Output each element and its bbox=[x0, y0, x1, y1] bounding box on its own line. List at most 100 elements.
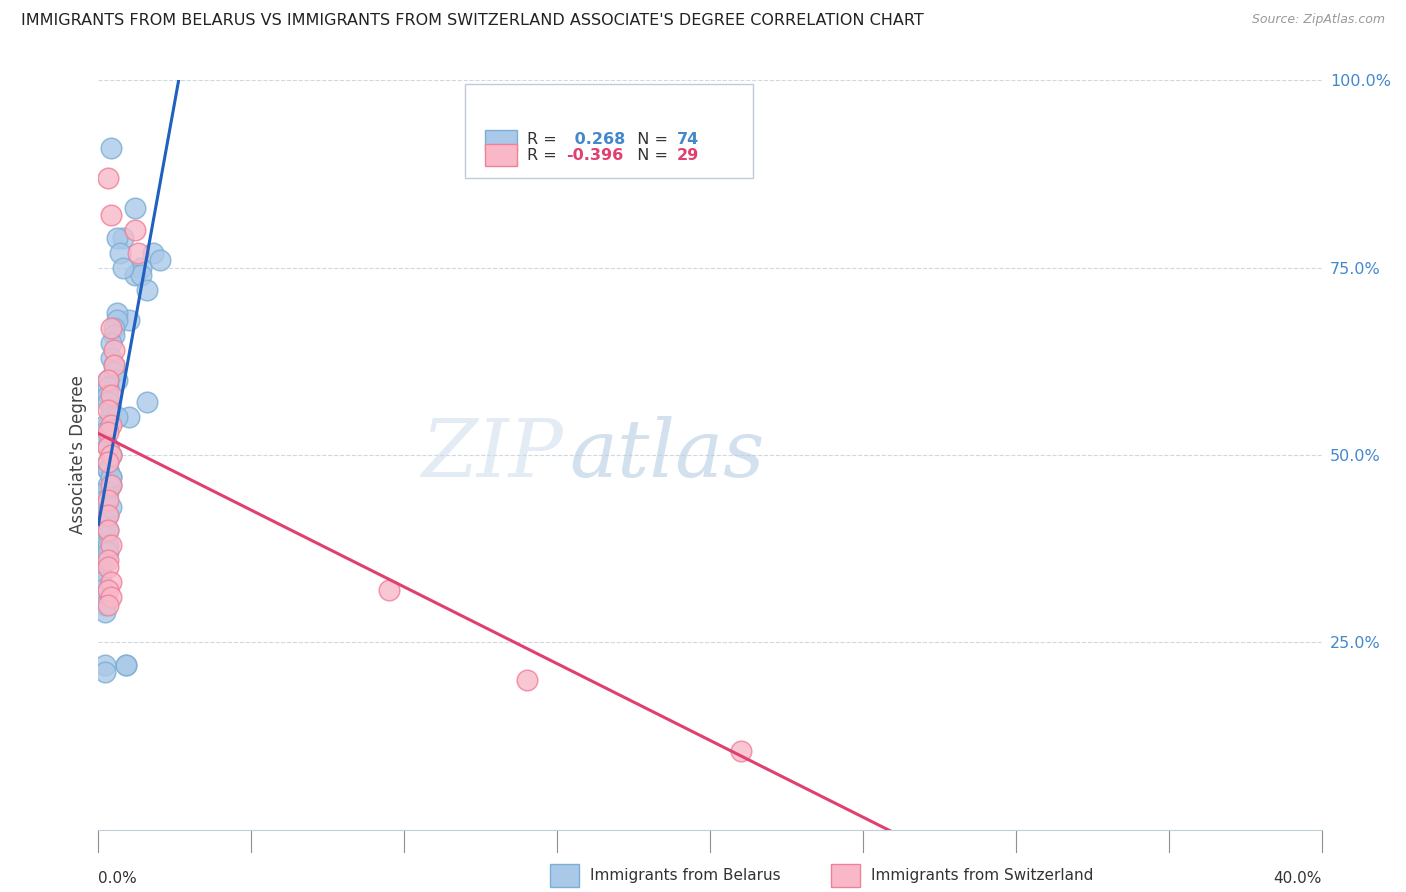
FancyBboxPatch shape bbox=[831, 864, 860, 887]
Point bbox=[100, 470, 122, 484]
Point bbox=[100, 448, 122, 462]
FancyBboxPatch shape bbox=[465, 84, 752, 178]
FancyBboxPatch shape bbox=[550, 864, 579, 887]
Point bbox=[93, 516, 115, 530]
Point bbox=[97, 441, 120, 455]
Text: IMMIGRANTS FROM BELARUS VS IMMIGRANTS FROM SWITZERLAND ASSOCIATE'S DEGREE CORREL: IMMIGRANTS FROM BELARUS VS IMMIGRANTS FR… bbox=[21, 13, 924, 29]
Text: 0.268: 0.268 bbox=[569, 132, 626, 147]
Point bbox=[100, 403, 122, 417]
Point bbox=[100, 500, 122, 515]
Point bbox=[97, 170, 120, 185]
Text: 74: 74 bbox=[678, 132, 699, 147]
Point bbox=[103, 358, 125, 372]
Point bbox=[93, 545, 115, 559]
Point bbox=[93, 657, 115, 672]
Point bbox=[111, 260, 134, 275]
Point bbox=[100, 591, 122, 605]
Text: 29: 29 bbox=[678, 147, 699, 162]
Point bbox=[516, 673, 538, 687]
Point bbox=[97, 508, 120, 522]
Point bbox=[97, 598, 120, 612]
Point bbox=[97, 485, 120, 500]
Point bbox=[100, 575, 122, 590]
Point bbox=[378, 582, 401, 597]
Point bbox=[97, 403, 120, 417]
Point bbox=[97, 455, 120, 469]
Point bbox=[103, 328, 125, 343]
Point bbox=[100, 448, 122, 462]
Point bbox=[136, 395, 159, 409]
Point bbox=[93, 492, 115, 507]
Point bbox=[142, 245, 165, 260]
Point bbox=[100, 470, 122, 484]
Point bbox=[103, 343, 125, 357]
Point bbox=[97, 441, 120, 455]
Point bbox=[93, 553, 115, 567]
Point bbox=[100, 388, 122, 402]
Point bbox=[118, 410, 141, 425]
Point bbox=[127, 245, 149, 260]
Point bbox=[90, 591, 112, 605]
Point bbox=[97, 560, 120, 574]
Point bbox=[97, 373, 120, 387]
Point bbox=[97, 582, 120, 597]
Point bbox=[100, 208, 122, 222]
Point bbox=[97, 388, 120, 402]
Point bbox=[97, 373, 120, 387]
Point bbox=[103, 366, 125, 380]
Text: 40.0%: 40.0% bbox=[1274, 871, 1322, 886]
Point bbox=[115, 657, 138, 672]
Point bbox=[93, 425, 115, 440]
Point bbox=[100, 351, 122, 365]
Point bbox=[100, 478, 122, 492]
Point bbox=[97, 553, 120, 567]
Point bbox=[105, 373, 128, 387]
Point bbox=[93, 665, 115, 680]
Point bbox=[97, 417, 120, 432]
Point bbox=[136, 283, 159, 297]
Point bbox=[97, 425, 120, 440]
Point bbox=[90, 582, 112, 597]
Point bbox=[90, 560, 112, 574]
Text: Source: ZipAtlas.com: Source: ZipAtlas.com bbox=[1251, 13, 1385, 27]
Point bbox=[100, 478, 122, 492]
Point bbox=[97, 395, 120, 409]
Point bbox=[93, 598, 115, 612]
Point bbox=[97, 508, 120, 522]
Point bbox=[108, 245, 131, 260]
Point bbox=[105, 230, 128, 244]
Point bbox=[100, 335, 122, 350]
Point bbox=[105, 410, 128, 425]
Point bbox=[97, 523, 120, 537]
Text: ZIP: ZIP bbox=[422, 417, 564, 493]
Point bbox=[93, 605, 115, 619]
Point bbox=[115, 657, 138, 672]
Point bbox=[97, 455, 120, 469]
Text: atlas: atlas bbox=[569, 417, 765, 493]
Point bbox=[97, 492, 120, 507]
Point bbox=[97, 545, 120, 559]
Y-axis label: Associate's Degree: Associate's Degree bbox=[69, 376, 87, 534]
Point bbox=[100, 141, 122, 155]
Point bbox=[111, 230, 134, 244]
Point bbox=[93, 516, 115, 530]
Text: N =: N = bbox=[627, 132, 673, 147]
Point bbox=[90, 575, 112, 590]
Text: R =: R = bbox=[526, 147, 561, 162]
Point bbox=[97, 463, 120, 477]
Point bbox=[93, 530, 115, 544]
Point bbox=[90, 567, 112, 582]
Point bbox=[129, 268, 152, 282]
Text: Immigrants from Belarus: Immigrants from Belarus bbox=[591, 868, 780, 883]
Point bbox=[93, 433, 115, 447]
Point bbox=[93, 500, 115, 515]
Text: Immigrants from Switzerland: Immigrants from Switzerland bbox=[872, 868, 1094, 883]
Point bbox=[97, 523, 120, 537]
Point bbox=[103, 320, 125, 334]
Point bbox=[100, 448, 122, 462]
Text: N =: N = bbox=[627, 147, 673, 162]
Point bbox=[97, 478, 120, 492]
Point bbox=[97, 538, 120, 552]
Point bbox=[149, 253, 172, 268]
Point bbox=[100, 410, 122, 425]
